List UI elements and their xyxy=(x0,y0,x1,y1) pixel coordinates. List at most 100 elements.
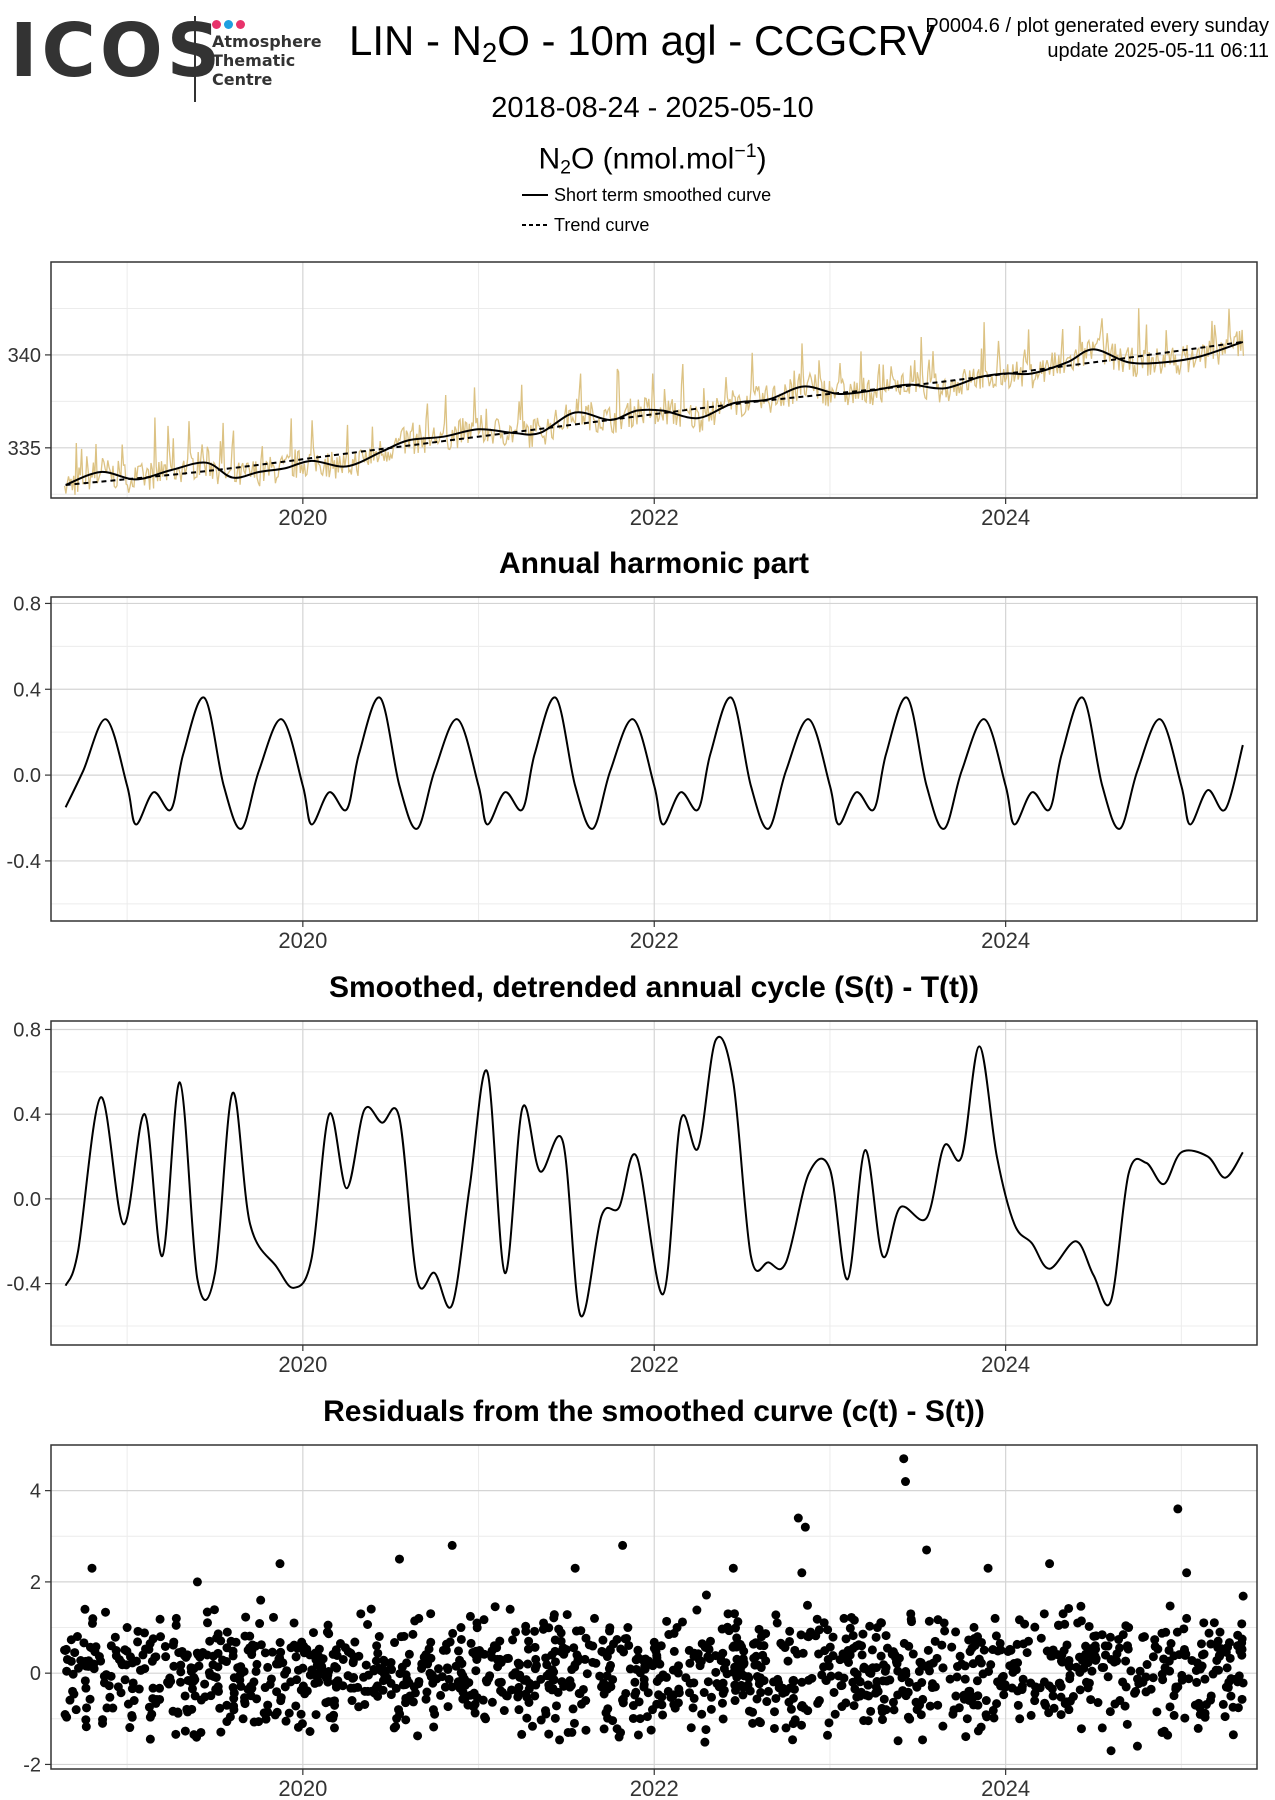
residual-point xyxy=(1064,1660,1074,1670)
residual-point xyxy=(670,1703,680,1713)
residual-point xyxy=(608,1639,618,1649)
residual-point xyxy=(213,1662,223,1672)
residual-point xyxy=(128,1678,138,1688)
residual-point xyxy=(973,1726,983,1736)
residual-point xyxy=(1153,1644,1163,1654)
residual-point xyxy=(1044,1708,1054,1718)
residual-point xyxy=(155,1614,165,1624)
residual-point xyxy=(1193,1723,1203,1733)
legend-label-smoothed: Short term smoothed curve xyxy=(554,184,772,205)
smoothed-curve-line-3 xyxy=(64,1035,1244,1318)
residual-point xyxy=(369,1664,379,1674)
residual-point xyxy=(514,1682,524,1692)
residual-point xyxy=(703,1677,713,1687)
logo-dot-pink-2 xyxy=(236,20,245,29)
residual-point xyxy=(993,1677,1003,1687)
residual-point xyxy=(608,1675,618,1685)
residual-point xyxy=(771,1610,781,1620)
residual-point xyxy=(426,1637,436,1647)
residual-point xyxy=(554,1624,564,1634)
residual-point xyxy=(1121,1656,1131,1666)
residual-point xyxy=(155,1683,165,1693)
residual-point xyxy=(737,1642,747,1652)
residual-point xyxy=(904,1677,914,1687)
residual-point xyxy=(657,1692,667,1702)
residual-point xyxy=(752,1671,762,1681)
residual-point xyxy=(570,1660,580,1670)
x-tick-label: 2022 xyxy=(630,1352,679,1377)
residual-point xyxy=(855,1677,865,1687)
residual-point xyxy=(845,1650,855,1660)
y-tick-label: 4 xyxy=(30,1481,41,1503)
residual-point xyxy=(550,1713,560,1723)
residual-point xyxy=(289,1640,299,1650)
residual-point xyxy=(140,1664,150,1674)
residual-point xyxy=(343,1671,353,1681)
residual-point xyxy=(729,1609,739,1619)
residual-point xyxy=(152,1695,162,1705)
residual-point xyxy=(1062,1640,1072,1650)
residual-point xyxy=(922,1545,932,1555)
residual-point xyxy=(379,1655,389,1665)
residual-point xyxy=(578,1684,588,1694)
residual-point xyxy=(390,1638,400,1648)
residual-point xyxy=(527,1721,537,1731)
residual-point xyxy=(978,1669,988,1679)
residual-point xyxy=(823,1730,833,1740)
residual-point xyxy=(930,1636,940,1646)
residual-point xyxy=(889,1705,899,1715)
residual-point xyxy=(969,1634,979,1644)
residual-point xyxy=(904,1641,914,1651)
residual-point xyxy=(871,1663,881,1673)
residual-point xyxy=(738,1690,748,1700)
residual-point xyxy=(567,1727,577,1737)
residual-point xyxy=(569,1718,579,1728)
residual-point xyxy=(1056,1682,1066,1692)
residual-point xyxy=(310,1678,320,1688)
residual-point xyxy=(848,1631,858,1641)
residual-point xyxy=(949,1705,959,1715)
residual-point xyxy=(640,1661,650,1671)
residual-point xyxy=(523,1659,533,1669)
residual-point xyxy=(669,1690,679,1700)
residual-point xyxy=(176,1677,186,1687)
residual-point xyxy=(391,1721,401,1731)
residual-point xyxy=(635,1668,645,1678)
residual-point xyxy=(1081,1649,1091,1659)
residual-point xyxy=(559,1681,569,1691)
residual-point xyxy=(255,1619,265,1629)
residual-point xyxy=(551,1701,561,1711)
residual-point xyxy=(718,1714,728,1724)
residual-point xyxy=(1121,1621,1131,1631)
residual-point xyxy=(686,1723,696,1733)
residual-point xyxy=(991,1631,1001,1641)
residual-point xyxy=(871,1632,881,1642)
residual-point xyxy=(272,1687,282,1697)
residual-point xyxy=(62,1712,72,1722)
residual-point xyxy=(1159,1654,1169,1664)
residual-point xyxy=(422,1687,432,1697)
plot-area-3 xyxy=(64,1035,1244,1318)
residual-point xyxy=(521,1689,531,1699)
residual-point xyxy=(183,1707,193,1717)
residual-point xyxy=(628,1713,638,1723)
residual-point xyxy=(514,1705,524,1715)
residual-point xyxy=(278,1658,288,1668)
residual-point xyxy=(447,1682,457,1692)
residual-point xyxy=(982,1712,992,1722)
residual-point xyxy=(386,1690,396,1700)
residual-point xyxy=(531,1680,541,1690)
residual-point xyxy=(839,1613,849,1623)
residual-point xyxy=(841,1698,851,1708)
residual-point xyxy=(571,1626,581,1636)
residual-point xyxy=(1015,1714,1025,1724)
residual-point xyxy=(947,1642,957,1652)
residual-point xyxy=(349,1683,359,1693)
residual-point xyxy=(1017,1685,1027,1695)
residual-point xyxy=(706,1692,716,1702)
residual-point xyxy=(799,1703,809,1713)
residual-point xyxy=(1053,1650,1063,1660)
residual-point xyxy=(481,1675,491,1685)
residual-point xyxy=(705,1636,715,1646)
x-tick-label: 2022 xyxy=(630,505,679,530)
